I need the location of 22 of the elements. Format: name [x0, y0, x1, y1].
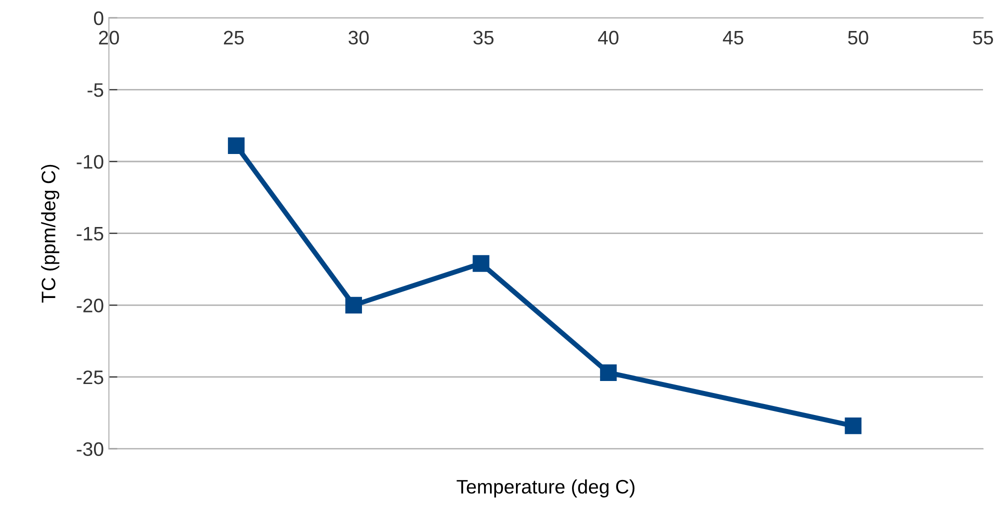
y-tick-label: -10	[76, 154, 104, 169]
x-tick-label: 40	[598, 30, 618, 45]
point	[844, 417, 862, 434]
y-tick-label: 0	[94, 11, 104, 26]
x-axis-title: Temperature (deg C)	[456, 479, 634, 498]
point	[345, 296, 362, 314]
x-tick-label: 20	[99, 30, 119, 45]
y-tick-label: -30	[76, 442, 104, 456]
point	[228, 137, 245, 154]
point	[472, 255, 490, 272]
x-tick-label: 45	[722, 30, 744, 45]
y-axis-title: TC (ppm/deg C)	[41, 164, 60, 303]
y-tick-label: -15	[76, 226, 104, 241]
y-tick-label: -25	[76, 370, 104, 384]
x-tick-label: 50	[848, 30, 868, 45]
x-tick-label: 30	[348, 30, 369, 45]
x-tick-label: 25	[224, 30, 244, 45]
y-tick-label: -20	[76, 298, 104, 312]
y-tick-label: -5	[88, 83, 104, 97]
x-tick-label: 55	[972, 30, 994, 45]
x-tick-label: 35	[473, 30, 494, 45]
point	[600, 364, 617, 381]
